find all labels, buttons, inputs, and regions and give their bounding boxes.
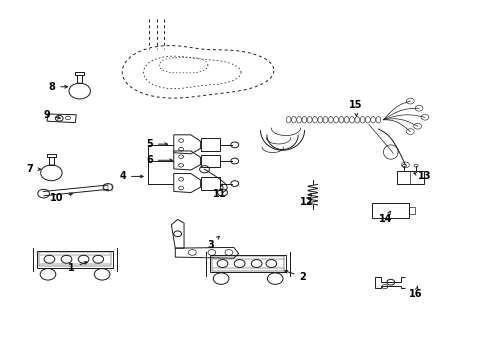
Bar [396, 171, 423, 184]
Bar [37, 251, 113, 268]
Bar [75, 72, 84, 75]
Text: 9: 9 [43, 111, 60, 121]
Bar [77, 75, 82, 83]
Bar [49, 157, 54, 165]
Text: 12: 12 [300, 193, 313, 207]
Bar [210, 255, 285, 272]
Bar [200, 177, 220, 190]
Text: 6: 6 [146, 155, 172, 165]
Text: 8: 8 [48, 82, 67, 92]
Bar [212, 256, 284, 271]
Text: 15: 15 [348, 100, 362, 116]
Text: 1: 1 [68, 262, 87, 273]
Text: 10: 10 [50, 193, 72, 203]
Bar [408, 207, 414, 214]
Bar [200, 138, 220, 151]
Bar [47, 154, 56, 157]
Text: 11: 11 [213, 184, 226, 199]
Text: 7: 7 [26, 164, 41, 174]
Text: 4: 4 [119, 171, 143, 181]
Bar [371, 203, 408, 218]
Text: 13: 13 [413, 171, 431, 181]
Bar [39, 252, 111, 266]
Text: 2: 2 [284, 270, 306, 282]
Bar [200, 154, 220, 167]
Text: 3: 3 [206, 236, 219, 249]
Text: 5: 5 [146, 139, 167, 149]
Text: 14: 14 [378, 211, 392, 224]
Text: 16: 16 [408, 286, 422, 299]
